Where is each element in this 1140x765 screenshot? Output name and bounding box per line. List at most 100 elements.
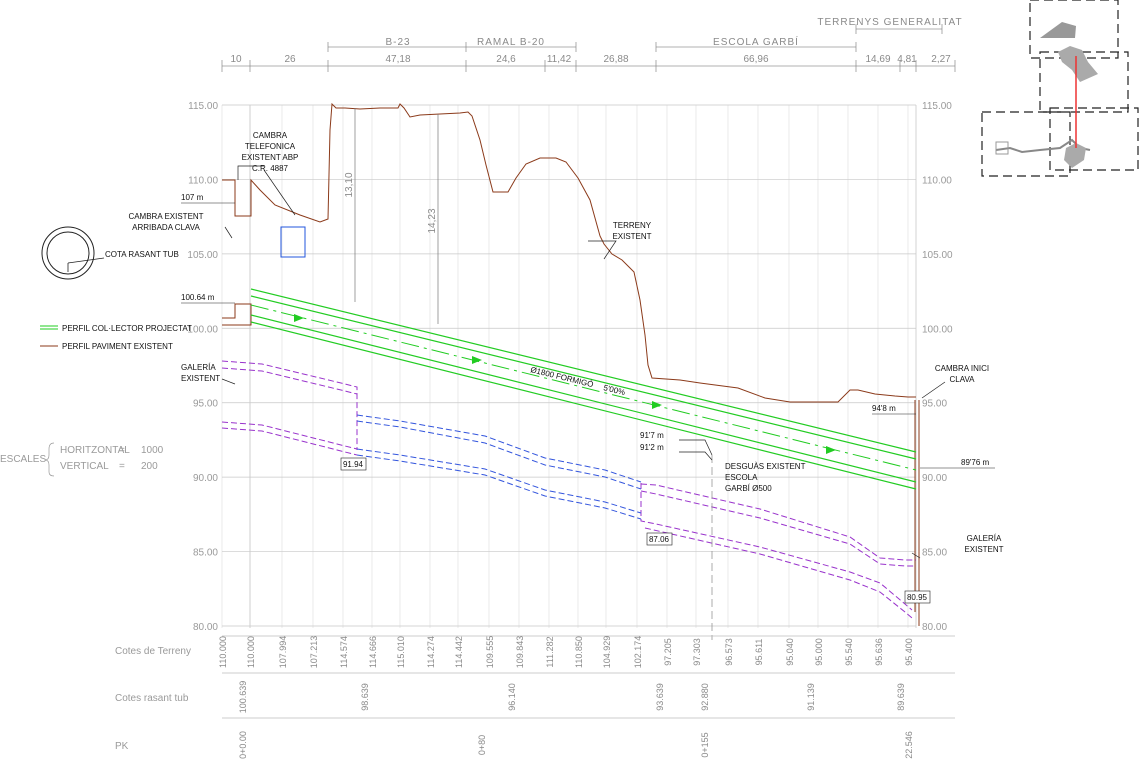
elev-tick-left: 85.00 — [193, 548, 218, 559]
telephone-chamber-box — [280, 226, 306, 258]
elev-tick-right: 115.00 — [922, 101, 952, 112]
terreny-line1: TERRENY — [613, 221, 652, 230]
escales-v-label: VERTICAL — [60, 461, 109, 472]
terreny-value: 110.000 — [246, 636, 256, 668]
level-917: 91'7 m — [640, 431, 664, 440]
dim-4718: 47,18 — [385, 54, 410, 65]
level-912: 91'2 m — [640, 443, 664, 452]
terreny-value: 114.666 — [368, 636, 378, 668]
terreny-value: 95.540 — [844, 638, 854, 666]
box-9194: 91.94 — [343, 460, 364, 469]
dim-2688: 26,88 — [603, 54, 628, 65]
elev-tick-left: 110.00 — [188, 175, 218, 186]
escales-h-val: 1000 — [141, 445, 164, 456]
dim-1142: 11,42 — [547, 54, 572, 65]
galeria-left-line2: EXISTENT — [181, 374, 220, 383]
vertical-grid — [221, 105, 909, 628]
cambra-inici-line1: CAMBRA INICI — [935, 364, 989, 373]
level-10064: 100.64 m — [181, 293, 215, 302]
elevation-axis-left: 115.00 110.00 105.00 100.00 95.00 90.00 85.00 8… — [187, 101, 218, 633]
elev-tick-right: 95.00 — [922, 399, 947, 410]
pk-value: 0+0.00 — [238, 731, 248, 759]
terreny-value: 109.555 — [485, 636, 495, 669]
terrain-profile — [222, 102, 916, 403]
level-8976: 89'76 m — [961, 458, 990, 467]
terreny-value: 102.174 — [633, 636, 643, 669]
annotations: CAMBRA TELEFONICA EXISTENT ABP C.R. 4887… — [105, 131, 1004, 604]
terreny-value: 110.850 — [574, 636, 584, 668]
existing-chamber-outline — [222, 303, 252, 326]
terreny-value: 95.611 — [754, 639, 764, 666]
galeria-right-line2: EXISTENT — [964, 545, 1003, 554]
level-107: 107 m — [181, 193, 204, 202]
pk-value: 22.546 — [904, 731, 914, 759]
desguas-line2: ESCOLA — [725, 473, 758, 482]
dim-227: 2,27 — [931, 54, 951, 65]
elev-tick-left: 100.00 — [187, 324, 218, 335]
dim-1469: 14,69 — [865, 54, 890, 65]
row-label-rasant: Cotes rasant tub — [115, 693, 189, 704]
dim-26: 26 — [284, 54, 296, 65]
flow-arrow — [294, 314, 304, 322]
escales-v-val: 200 — [141, 461, 158, 472]
galeria-left-line1: GALERÍA — [181, 363, 216, 372]
rasant-value: 89.639 — [896, 683, 906, 711]
terreny-value: 95.040 — [785, 638, 795, 666]
label-ramal-b20: RAMAL B-20 — [477, 37, 545, 48]
terreny-value: 107.213 — [309, 636, 319, 669]
horizontal-grid — [222, 104, 916, 627]
terreny-line2: EXISTENT — [612, 232, 651, 241]
elev-tick-right: 80.00 — [922, 622, 947, 633]
leader-lines — [221, 165, 946, 559]
rasant-value: 91.139 — [806, 683, 816, 711]
top-dimension-chain: 10 26 47,18 24,6 11,42 26,88 66,96 14,69… — [221, 17, 962, 72]
cota-rasant-label: COTA RASANT TUB — [105, 250, 179, 259]
terreny-value: 111.282 — [545, 636, 555, 667]
pipe-section-symbol — [41, 226, 105, 280]
terreny-value: 96.573 — [724, 638, 734, 666]
cambra-telefonica-line1: CAMBRA — [253, 131, 288, 140]
projected-collector — [250, 288, 917, 490]
terreny-value: 114.274 — [426, 636, 436, 668]
label-b23: B-23 — [385, 37, 410, 48]
existing-drain-blue — [356, 414, 642, 520]
terreny-value: 107.994 — [278, 636, 288, 669]
rasant-value: 100.639 — [238, 681, 248, 714]
cambra-telefonica-line2: TELEFONICA — [245, 142, 296, 151]
elev-tick-right: 90.00 — [922, 473, 947, 484]
terreny-value: 110.000 — [218, 636, 228, 668]
dim-246: 24,6 — [496, 54, 516, 65]
elev-tick-left: 90.00 — [193, 473, 218, 484]
elev-tick-left: 95.00 — [193, 399, 218, 410]
terreny-value: 95.000 — [814, 638, 824, 666]
row-label-terreny: Cotes de Terreny — [115, 646, 191, 657]
elev-tick-right: 105.00 — [922, 250, 953, 261]
flow-arrow — [652, 401, 662, 409]
elev-tick-right: 85.00 — [922, 548, 947, 559]
box-8095: 80.95 — [907, 593, 928, 602]
elevation-axis-right: 115.00 110.00 105.00 100.00 95.00 90.00 85.00 8… — [922, 101, 953, 633]
elev-tick-left: 115.00 — [188, 101, 218, 112]
cambra-existent-line1: CAMBRA EXISTENT — [128, 212, 203, 221]
pk-value: 0+80 — [477, 735, 487, 755]
legend-brown-label: PERFIL PAVIMENT EXISTENT — [62, 342, 173, 351]
flow-arrow — [826, 446, 836, 454]
elev-tick-right: 110.00 — [922, 175, 952, 186]
terreny-value: 109.843 — [515, 636, 525, 669]
terreny-value: 95.400 — [904, 638, 914, 666]
cambra-inici-line2: CLAVA — [949, 375, 975, 384]
dim-481: 4,81 — [897, 54, 917, 65]
box-8706: 87.06 — [649, 535, 670, 544]
level-948: 94'8 m — [872, 404, 896, 413]
existing-gallery-purple — [221, 360, 916, 619]
pk-value: 0+155 — [700, 732, 710, 757]
flow-arrow — [472, 356, 482, 364]
dim-label-1310: 13,10 — [344, 172, 355, 197]
dim-10: 10 — [230, 54, 242, 65]
rasant-value: 96.140 — [507, 683, 517, 711]
desguas-line3: GARBÍ Ø500 — [725, 484, 772, 493]
dim-label-1423: 14,23 — [427, 208, 438, 233]
row-label-pk: PK — [115, 741, 129, 752]
rasant-value: 93.639 — [655, 683, 665, 711]
